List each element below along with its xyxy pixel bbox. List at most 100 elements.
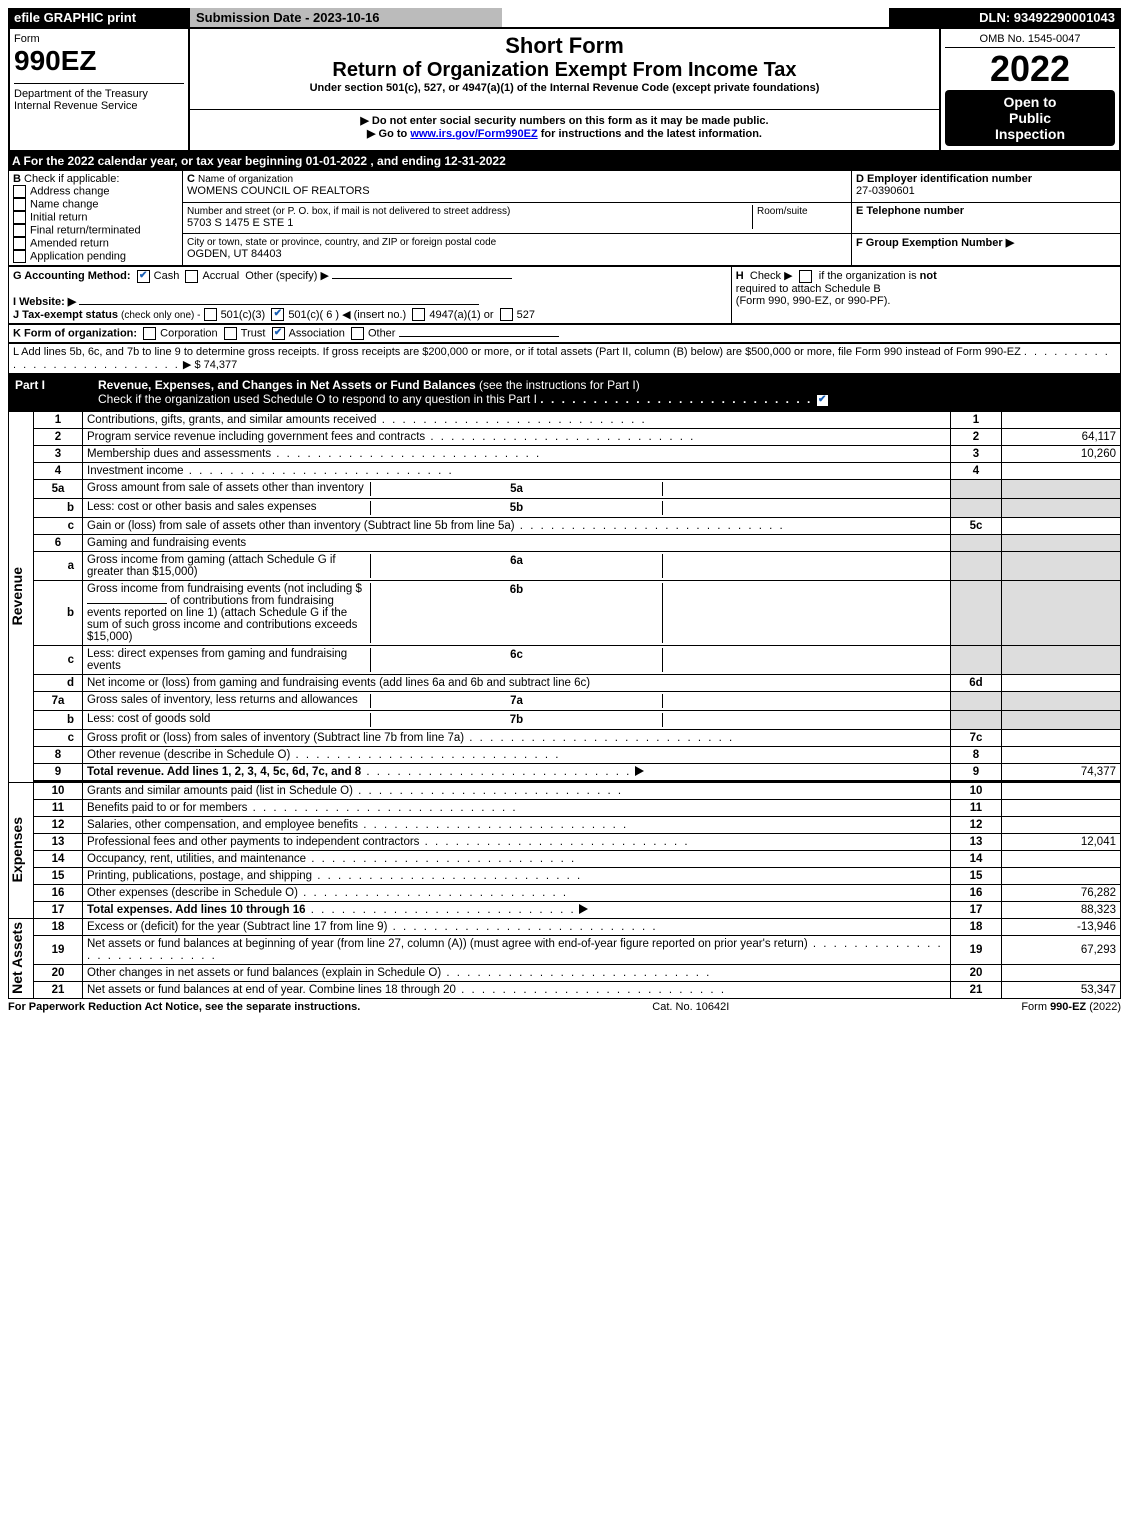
line-11-text: Benefits paid to or for members	[87, 802, 247, 814]
form-word: Form	[14, 33, 184, 45]
form-number: 990EZ	[14, 45, 184, 77]
line-7b-num: 7b	[370, 713, 662, 727]
chk-association[interactable]	[272, 327, 285, 340]
chk-other-org[interactable]	[351, 327, 364, 340]
g-label: G Accounting Method:	[13, 270, 131, 282]
line-5c-amt	[1002, 517, 1121, 534]
chk-cash[interactable]	[137, 270, 150, 283]
line-3-text: Membership dues and assessments	[87, 448, 271, 460]
ssn-warning: ▶ Do not enter social security numbers o…	[194, 114, 935, 127]
line-8-text: Other revenue (describe in Schedule O)	[87, 749, 290, 761]
chk-trust[interactable]	[224, 327, 237, 340]
room-label: Room/suite	[757, 206, 808, 217]
line-8-num: 8	[951, 746, 1002, 763]
line-17-text: Total expenses. Add lines 10 through 16	[87, 904, 306, 916]
d-label: D Employer identification number	[856, 173, 1032, 185]
chk-amended-return[interactable]	[13, 237, 26, 250]
line-19-amt: 67,293	[1002, 935, 1121, 964]
chk-schedule-o-used[interactable]	[816, 394, 829, 407]
open-line2: Public	[949, 110, 1111, 126]
line-16-text: Other expenses (describe in Schedule O)	[87, 887, 298, 899]
under-section: Under section 501(c), 527, or 4947(a)(1)…	[194, 82, 935, 94]
footer-form-year: (2022)	[1089, 1001, 1121, 1013]
line-7b-text: Less: cost of goods sold	[87, 713, 370, 727]
line-5c-text: Gain or (loss) from sale of assets other…	[87, 520, 515, 532]
chk-name-change[interactable]	[13, 198, 26, 211]
line-5c-num: 5c	[951, 517, 1002, 534]
c-label: C	[187, 173, 195, 185]
opt-association: Association	[289, 328, 345, 340]
line-11-amt	[1002, 799, 1121, 816]
opt-address-change: Address change	[30, 185, 110, 197]
opt-other-specify: Other (specify) ▶	[245, 270, 329, 282]
revenue-side-label: Revenue	[9, 567, 25, 625]
line-17-amt: 88,323	[1002, 901, 1121, 918]
k-label: K Form of organization:	[13, 328, 137, 340]
line-14-amt	[1002, 850, 1121, 867]
line-5a-text: Gross amount from sale of assets other t…	[87, 482, 370, 496]
opt-accrual: Accrual	[202, 270, 239, 282]
line-19-num: 19	[951, 935, 1002, 964]
open-line1: Open to	[949, 94, 1111, 110]
l-amount: ▶ $ 74,377	[183, 359, 237, 371]
chk-accrual[interactable]	[185, 270, 198, 283]
b-check-label: Check if applicable:	[24, 173, 119, 185]
line-8-amt	[1002, 746, 1121, 763]
efile-label[interactable]: efile GRAPHIC print	[14, 10, 136, 25]
chk-corporation[interactable]	[143, 327, 156, 340]
chk-address-change[interactable]	[13, 185, 26, 198]
h-text3: required to attach Schedule B	[736, 283, 881, 295]
line-7a-text: Gross sales of inventory, less returns a…	[87, 694, 370, 708]
chk-application-pending[interactable]	[13, 250, 26, 263]
net-assets-side-label: Net Assets	[9, 922, 25, 994]
j-label: J Tax-exempt status	[13, 309, 118, 321]
chk-501c3[interactable]	[204, 308, 217, 321]
line-7c-text: Gross profit or (loss) from sales of inv…	[87, 732, 464, 744]
submission-date: Submission Date - 2023-10-16	[196, 10, 380, 25]
line-6d-num: 6d	[951, 674, 1002, 691]
line-6a-num: 6a	[370, 554, 662, 578]
chk-4947[interactable]	[412, 308, 425, 321]
h-not: not	[920, 270, 937, 282]
arrow-icon	[635, 766, 644, 776]
line-6-text: Gaming and fundraising events	[83, 534, 951, 551]
h-text4: (Form 990, 990-EZ, or 990-PF).	[736, 295, 891, 307]
line-2-num: 2	[951, 428, 1002, 445]
opt-other-org: Other	[368, 328, 396, 340]
line-5b-text: Less: cost or other basis and sales expe…	[87, 501, 370, 515]
return-title: Return of Organization Exempt From Incom…	[194, 59, 935, 82]
tax-year: 2022	[945, 48, 1115, 90]
chk-schedule-b-not-required[interactable]	[799, 270, 812, 283]
org-info-table: B Check if applicable: Address change Na…	[8, 170, 1121, 266]
line-12-num: 12	[951, 816, 1002, 833]
h-text2: if the organization is	[819, 270, 917, 282]
footer-left: For Paperwork Reduction Act Notice, see …	[8, 1001, 360, 1013]
line-12-amt	[1002, 816, 1121, 833]
chk-527[interactable]	[500, 308, 513, 321]
goto-prefix: ▶ Go to	[367, 128, 410, 140]
chk-501c[interactable]	[271, 308, 284, 321]
f-label: F Group Exemption Number ▶	[856, 237, 1014, 249]
chk-initial-return[interactable]	[13, 211, 26, 224]
c-name-label: Name of organization	[198, 174, 293, 185]
street-address: 5703 S 1475 E STE 1	[187, 217, 293, 229]
part-i-sub: (see the instructions for Part I)	[479, 378, 640, 392]
part-i-label: Part I	[15, 378, 45, 392]
line-14-num: 14	[951, 850, 1002, 867]
opt-application-pending: Application pending	[30, 250, 126, 262]
line-7c-amt	[1002, 729, 1121, 746]
footer-form-ref: Form 990-EZ (2022)	[1021, 1001, 1121, 1013]
chk-final-return[interactable]	[13, 224, 26, 237]
goto-suffix: for instructions and the latest informat…	[541, 128, 762, 140]
b-label: B	[13, 173, 21, 185]
irs-link[interactable]: www.irs.gov/Form990EZ	[410, 128, 537, 140]
i-label: I Website: ▶	[13, 296, 76, 308]
goto-link-line: ▶ Go to www.irs.gov/Form990EZ for instru…	[194, 127, 935, 140]
line-3-amt: 10,260	[1002, 445, 1121, 462]
line-20-amt	[1002, 964, 1121, 981]
footer-form-no: 990-EZ	[1050, 1001, 1086, 1013]
addr-label: Number and street (or P. O. box, if mail…	[187, 206, 510, 217]
form-header: Form 990EZ Department of the Treasury In…	[8, 27, 1121, 152]
line-13-num: 13	[951, 833, 1002, 850]
line-13-text: Professional fees and other payments to …	[87, 836, 419, 848]
